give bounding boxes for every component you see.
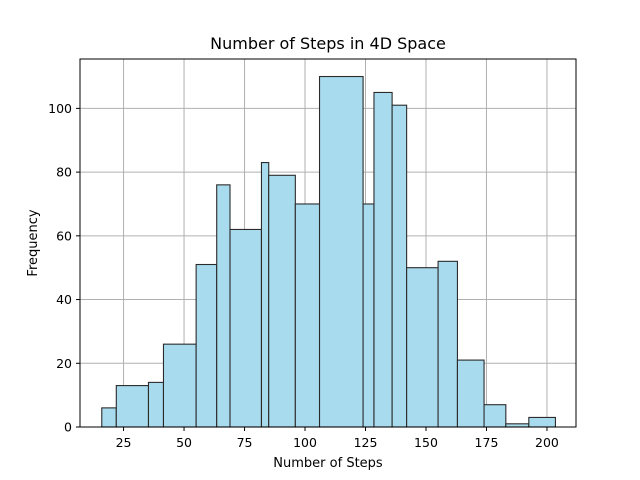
- x-tick-label: 50: [176, 435, 192, 450]
- y-tick-label: 40: [56, 292, 72, 307]
- y-tick-label: 80: [56, 165, 72, 180]
- histogram-bar: [101, 407, 117, 428]
- chart-title: Number of Steps in 4D Space: [210, 34, 446, 53]
- histogram-bar: [456, 359, 485, 428]
- x-tick-label: 200: [535, 435, 559, 450]
- x-axis-ticks: 25 50 75 100 125 150 175 200: [116, 427, 559, 450]
- y-axis-ticks: 0 20 40 60 80 100: [48, 101, 80, 435]
- x-tick-label: 25: [116, 435, 132, 450]
- histogram-bar: [391, 104, 408, 428]
- y-tick-label: 0: [64, 420, 72, 435]
- histogram-bar: [362, 203, 375, 428]
- histogram-bar: [318, 75, 364, 428]
- x-tick-label: 125: [354, 435, 378, 450]
- y-tick-label: 60: [56, 228, 72, 243]
- x-axis-label: Number of Steps: [273, 456, 383, 471]
- histogram-bar: [373, 91, 393, 428]
- x-tick-label: 75: [237, 435, 253, 450]
- histogram-bar: [195, 263, 218, 428]
- histogram-bar: [483, 404, 507, 428]
- histogram-bars: [101, 75, 556, 428]
- histogram-bar: [268, 174, 296, 428]
- histogram-bar: [147, 381, 165, 428]
- x-tick-label: 150: [414, 435, 438, 450]
- y-tick-label: 100: [48, 101, 72, 116]
- histogram-bar: [115, 385, 150, 428]
- plot-frame: [79, 58, 577, 428]
- histogram-bar: [294, 203, 321, 428]
- histogram-bar: [216, 184, 231, 428]
- x-tick-label: 100: [293, 435, 317, 450]
- histogram-bar: [260, 161, 270, 428]
- histogram-bar: [406, 267, 439, 428]
- y-tick-label: 20: [56, 356, 72, 371]
- x-tick-label: 175: [475, 435, 499, 450]
- histogram-bar: [229, 228, 263, 428]
- histogram-bar: [162, 343, 197, 428]
- histogram-bar: [437, 260, 458, 428]
- y-axis-label: Frequency: [26, 209, 41, 276]
- histogram-bar: [528, 416, 556, 428]
